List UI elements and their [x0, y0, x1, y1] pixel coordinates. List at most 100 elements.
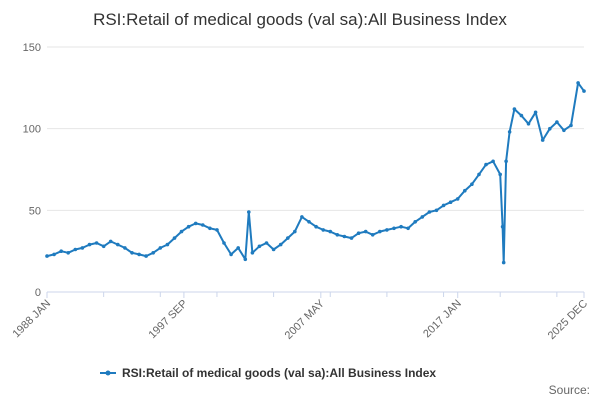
data-point[interactable]: [45, 254, 49, 258]
data-point[interactable]: [526, 122, 531, 126]
data-point[interactable]: [498, 172, 503, 177]
x-tick-label: 1988 JAN: [10, 298, 53, 341]
data-point[interactable]: [264, 241, 269, 245]
y-tick-label: 100: [23, 124, 41, 136]
data-point[interactable]: [335, 233, 340, 237]
data-point[interactable]: [66, 251, 70, 255]
data-point[interactable]: [80, 246, 85, 250]
legend-label[interactable]: RSI:Retail of medical goods (val sa):All…: [122, 366, 436, 380]
data-point[interactable]: [137, 252, 141, 257]
data-point[interactable]: [548, 126, 552, 131]
data-point[interactable]: [151, 251, 155, 255]
data-point[interactable]: [208, 226, 212, 231]
data-point[interactable]: [582, 89, 586, 93]
data-point[interactable]: [236, 246, 240, 250]
data-point[interactable]: [441, 203, 446, 208]
data-point[interactable]: [179, 229, 184, 234]
data-point[interactable]: [413, 220, 418, 224]
data-point[interactable]: [363, 229, 368, 234]
chart-title: RSI:Retail of medical goods (val sa):All…: [93, 10, 507, 29]
data-point[interactable]: [512, 107, 517, 111]
data-point[interactable]: [555, 120, 559, 124]
data-point[interactable]: [87, 242, 92, 247]
data-point[interactable]: [434, 208, 439, 213]
data-point[interactable]: [455, 197, 460, 201]
data-point[interactable]: [501, 260, 506, 265]
data-point[interactable]: [500, 224, 505, 229]
data-point[interactable]: [356, 231, 361, 235]
data-point[interactable]: [243, 257, 248, 262]
data-point[interactable]: [73, 247, 78, 252]
data-point[interactable]: [222, 241, 226, 245]
data-point[interactable]: [504, 159, 508, 164]
data-point[interactable]: [144, 254, 148, 258]
source-credit[interactable]: Source:: [549, 383, 590, 397]
data-point[interactable]: [378, 229, 382, 234]
gridlines: [47, 46, 584, 211]
data-point[interactable]: [448, 200, 453, 204]
data-point[interactable]: [576, 81, 580, 85]
data-point[interactable]: [533, 110, 538, 115]
data-point[interactable]: [540, 138, 545, 142]
data-point[interactable]: [172, 236, 177, 240]
data-point[interactable]: [300, 215, 304, 219]
series-line: [46, 81, 585, 264]
data-point[interactable]: [470, 182, 474, 186]
data-point[interactable]: [328, 229, 333, 234]
data-point[interactable]: [370, 233, 375, 237]
axes: [46, 291, 584, 297]
data-point[interactable]: [349, 236, 354, 240]
data-point[interactable]: [399, 224, 403, 229]
data-point[interactable]: [94, 241, 99, 245]
x-tick-label: 2025 DEC: [546, 298, 590, 342]
x-tick-label: 2017 JAN: [421, 298, 464, 341]
data-point[interactable]: [342, 234, 347, 239]
data-point[interactable]: [108, 239, 113, 244]
data-point[interactable]: [420, 215, 425, 219]
data-point[interactable]: [201, 223, 205, 227]
data-point[interactable]: [406, 226, 410, 231]
x-axis-ticks: 1988 JAN 1997 SEP 2007 MAY 2017 JAN 2025 DEC: [10, 292, 590, 342]
data-point[interactable]: [392, 226, 396, 231]
data-point[interactable]: [116, 242, 120, 247]
data-point[interactable]: [271, 247, 276, 252]
data-point[interactable]: [247, 210, 251, 214]
data-point[interactable]: [286, 236, 290, 240]
data-point[interactable]: [123, 246, 127, 250]
data-point[interactable]: [101, 244, 106, 249]
data-point[interactable]: [562, 128, 566, 133]
y-tick-label: 150: [23, 42, 41, 54]
data-point[interactable]: [569, 123, 573, 128]
data-point[interactable]: [519, 113, 524, 118]
data-point[interactable]: [52, 252, 56, 257]
legend-swatch-marker: [105, 370, 111, 376]
series-layer: [45, 81, 586, 265]
data-point[interactable]: [385, 228, 389, 232]
data-point[interactable]: [293, 229, 297, 234]
data-point[interactable]: [186, 224, 191, 229]
data-point[interactable]: [477, 172, 481, 177]
data-point[interactable]: [158, 246, 163, 250]
x-tick-label: 1997 SEP: [147, 298, 191, 342]
data-point[interactable]: [507, 130, 512, 134]
data-point[interactable]: [463, 188, 467, 193]
data-point[interactable]: [165, 242, 170, 247]
data-point[interactable]: [130, 251, 134, 255]
data-point[interactable]: [193, 221, 198, 226]
x-tick-label: 2007 MAY: [283, 297, 328, 342]
data-point[interactable]: [229, 252, 233, 257]
data-point[interactable]: [257, 244, 262, 249]
y-axis-ticks: 0 50 100 150: [23, 42, 41, 299]
data-point[interactable]: [427, 210, 432, 214]
data-point[interactable]: [314, 224, 318, 229]
data-point[interactable]: [321, 228, 326, 232]
data-point[interactable]: [59, 249, 63, 253]
data-point[interactable]: [215, 228, 219, 232]
data-point[interactable]: [278, 242, 283, 247]
data-point[interactable]: [250, 251, 255, 255]
legend[interactable]: RSI:Retail of medical goods (val sa):All…: [100, 366, 436, 380]
data-point[interactable]: [491, 159, 495, 164]
data-point[interactable]: [484, 162, 488, 167]
data-point[interactable]: [307, 220, 311, 224]
